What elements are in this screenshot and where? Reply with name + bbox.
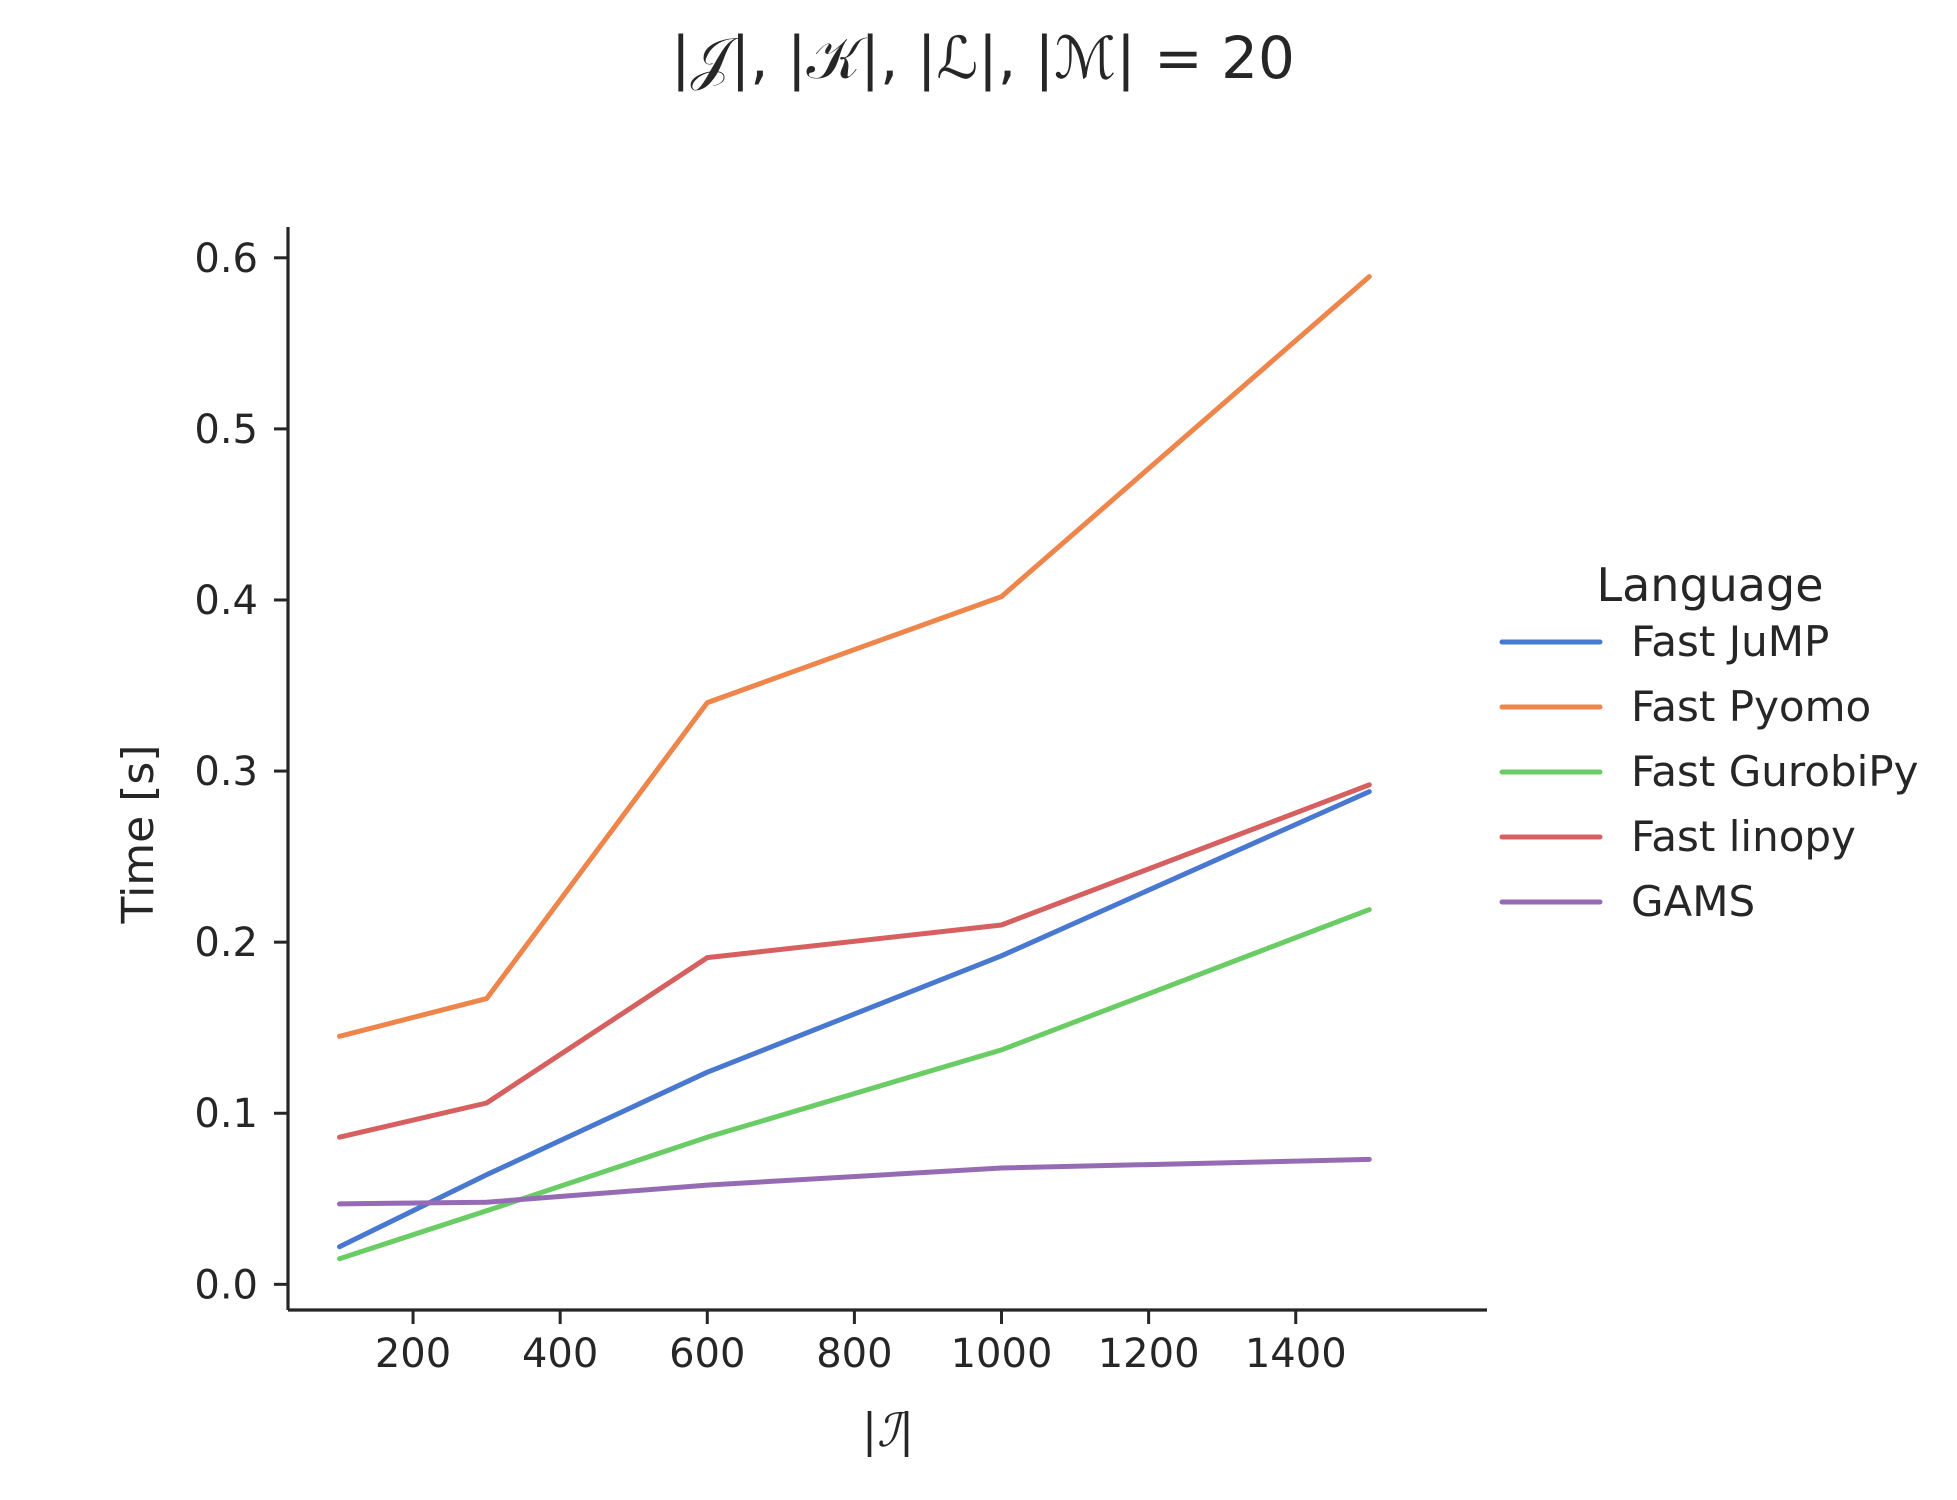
legend-title: Language <box>1596 558 1823 612</box>
x-tick-label: 600 <box>669 1331 745 1377</box>
x-tick-label: 800 <box>816 1331 892 1377</box>
y-tick-label: 0.4 <box>194 578 258 624</box>
y-tick-label: 0.1 <box>194 1091 258 1137</box>
legend-label-gams: GAMS <box>1631 877 1755 926</box>
legend-label-fast-gurobipy: Fast GurobiPy <box>1631 747 1918 796</box>
x-tick-label: 1400 <box>1245 1331 1347 1377</box>
series-line-fast-gurobipy <box>337 907 1372 1262</box>
series-line-gams <box>337 1156 1372 1207</box>
axes <box>286 227 1487 1312</box>
series-lines <box>337 274 1372 1262</box>
series-line-fast-jump <box>337 789 1372 1250</box>
chart-title: |𝒥|, |𝒦|, |ℒ|, |ℳ| = 20 <box>671 24 1295 92</box>
series-line-fast-pyomo <box>337 274 1372 1039</box>
x-tick-label: 400 <box>522 1331 598 1377</box>
legend: Language Fast JuMP Fast Pyomo Fast GurobiP… <box>1499 558 1918 926</box>
x-tick-label: 1200 <box>1098 1331 1200 1377</box>
y-tick-label: 0.6 <box>194 236 258 282</box>
series-line-fast-linopy <box>337 782 1372 1140</box>
y-tick-label: 0.2 <box>194 920 258 966</box>
legend-label-fast-linopy: Fast linopy <box>1631 812 1856 861</box>
y-axis-label: Time [s] <box>113 745 164 925</box>
y-tick-label: 0.0 <box>194 1262 258 1308</box>
legend-items: Fast JuMP Fast Pyomo Fast GurobiPy Fast lin… <box>1499 617 1918 926</box>
x-tick-label: 200 <box>375 1331 451 1377</box>
ticks: 200 400 600 800 1000 1200 1400 0.0 0.1 0.2 0.3 0.4 0… <box>194 236 1346 1377</box>
legend-label-fast-jump: Fast JuMP <box>1631 617 1829 666</box>
legend-label-fast-pyomo: Fast Pyomo <box>1631 682 1871 731</box>
x-axis-label: |ℐ| <box>862 1403 915 1457</box>
y-tick-label: 0.5 <box>194 407 258 453</box>
y-tick-label: 0.3 <box>194 749 258 795</box>
x-tick-label: 1000 <box>951 1331 1053 1377</box>
